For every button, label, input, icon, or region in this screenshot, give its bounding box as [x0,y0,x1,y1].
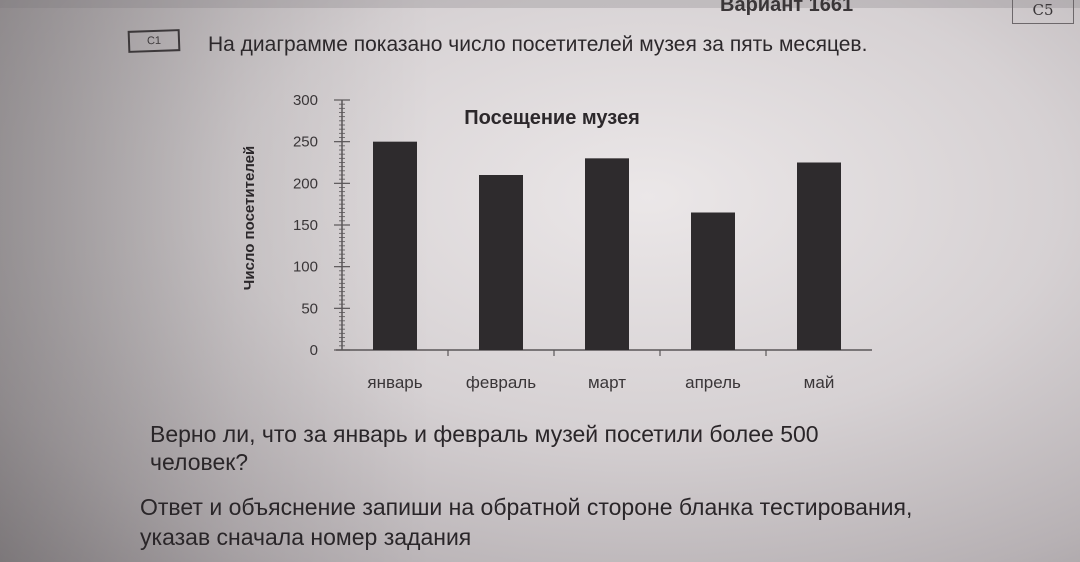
x-tick-labels: январь февраль март апрель май [367,373,834,392]
x-tick-marks [447,350,767,356]
y-tick-label: 250 [293,134,318,151]
task-intro-text: На диаграмме показано число посетителей … [208,33,868,56]
x-tick-label: апрель [685,373,741,392]
y-axis-label: Число посетителей [241,146,258,290]
y-tick-label: 200 [293,175,318,192]
bar-5 [797,162,841,350]
bar-3 [585,158,629,350]
y-tick-label: 0 [310,342,318,359]
variant-header: Вариант 1661 [720,0,854,16]
question-text: Верно ли, что за январь и февраль музей … [150,421,819,475]
y-tick-label: 150 [293,217,318,234]
y-tick-label: 50 [301,300,318,317]
bars-group [373,141,841,350]
y-minor-ticks [339,99,345,351]
bar-1 [373,141,417,350]
instruction-text: Ответ и объяснение запиши на обратной ст… [140,494,913,550]
chart-title: Посещение музея [464,107,640,129]
bar-2 [479,175,523,350]
y-tick-label: 100 [293,259,318,276]
bar-4 [691,212,735,350]
page-top-edge [0,0,1080,8]
x-tick-label: февраль [466,373,536,392]
corner-task-label: С5 [1012,0,1074,24]
y-tick-label: 300 [293,92,318,109]
y-tick-labels: 0 50 100 150 200 250 300 [293,92,350,359]
x-tick-label: май [804,373,835,392]
x-tick-label: март [588,373,626,392]
x-tick-label: январь [367,373,422,392]
